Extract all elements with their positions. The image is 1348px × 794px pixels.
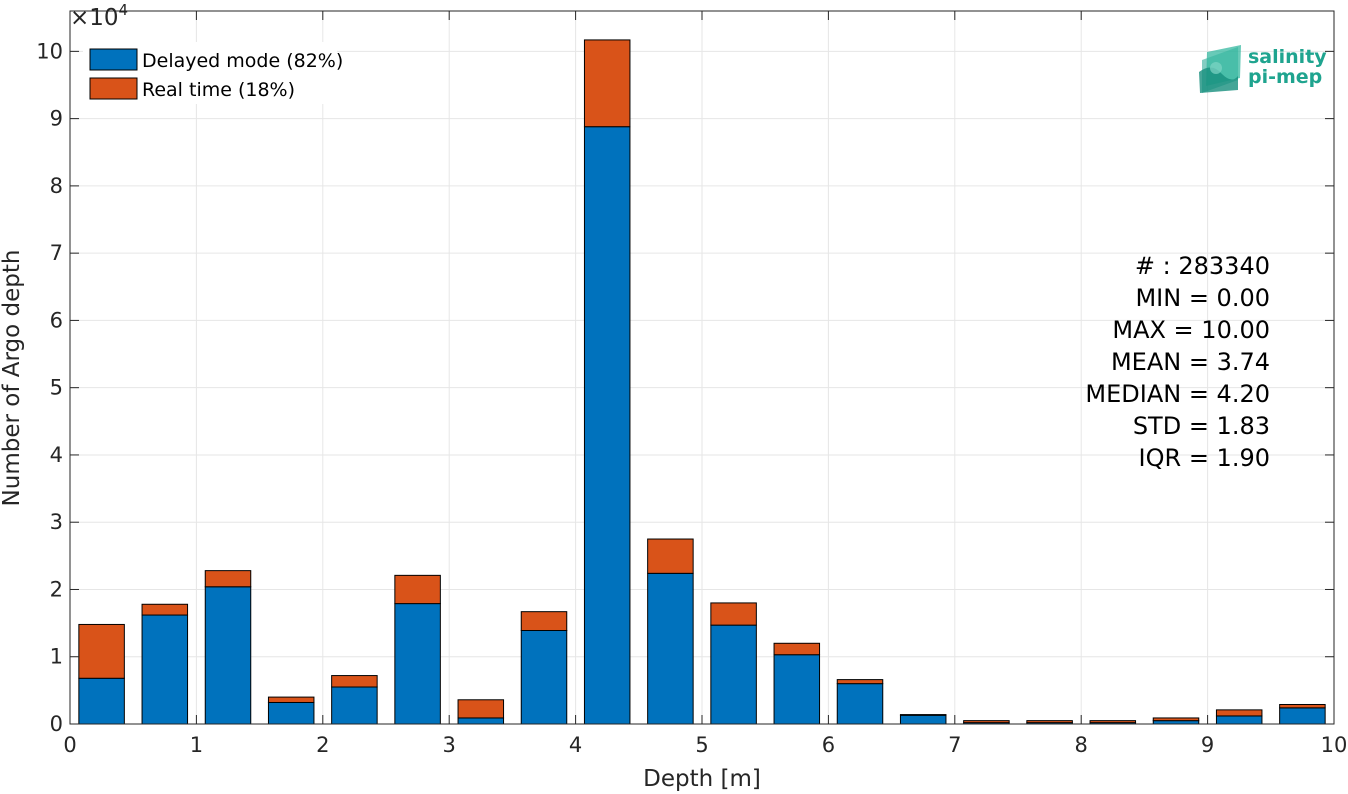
- bar-delayed-mode: [331, 686, 378, 725]
- x-axis-label: Depth [m]: [643, 766, 761, 792]
- bar-real-time: [836, 679, 884, 685]
- bar-delayed-mode: [583, 126, 631, 725]
- x-tick-label: 6: [822, 733, 835, 757]
- x-tick-label: 8: [1075, 733, 1088, 757]
- salinity-pimep-logo: salinity pi-mep: [1199, 45, 1327, 93]
- y-tick-label: 6: [50, 308, 63, 332]
- bar-real-time: [710, 602, 757, 626]
- bar-delayed-mode: [836, 683, 884, 725]
- y-tick-label: 10: [36, 39, 63, 63]
- bar-delayed-mode: [1215, 715, 1263, 725]
- x-tick-label: 9: [1201, 733, 1214, 757]
- bar-real-time: [647, 538, 694, 574]
- bar-real-time: [141, 603, 189, 616]
- bar-delayed-mode: [520, 630, 568, 725]
- x-tick-label: 7: [948, 733, 961, 757]
- bar-real-time: [78, 623, 125, 679]
- y-tick-label: 1: [50, 645, 63, 669]
- bar-real-time: [1026, 720, 1073, 724]
- bar-real-time: [899, 714, 947, 716]
- bar-real-time: [457, 699, 505, 719]
- y-exponent-base: ×10: [70, 5, 119, 31]
- y-axis-label: Number of Argo depth: [0, 250, 25, 507]
- bar-delayed-mode: [267, 701, 315, 725]
- grid: [70, 11, 1334, 724]
- bar-real-time: [963, 720, 1010, 724]
- y-tick-label: 4: [50, 443, 63, 467]
- stats-line: MAX = 10.00: [1112, 316, 1270, 344]
- bar-delayed-mode: [773, 654, 821, 725]
- legend-swatch-real-time: [89, 77, 138, 100]
- bar-real-time: [1279, 703, 1326, 709]
- x-tick-label: 1: [190, 733, 203, 757]
- bar-delayed-mode: [1152, 720, 1200, 725]
- bar-real-time: [1215, 709, 1263, 717]
- bar-delayed-mode: [710, 624, 757, 725]
- bar-real-time: [394, 574, 441, 605]
- bar-delayed-mode: [394, 603, 441, 725]
- bar-delayed-mode: [647, 572, 694, 725]
- stats-line: MEDIAN = 4.20: [1085, 380, 1270, 408]
- y-tick-label: 2: [50, 577, 63, 601]
- x-tick-label: 5: [695, 733, 708, 757]
- y-exponent-label: ×104: [70, 1, 128, 31]
- bar-delayed-mode: [141, 614, 189, 725]
- logo-line-pimep: pi-mep: [1248, 66, 1322, 88]
- stats-line: # : 283340: [1135, 252, 1270, 280]
- bars: [78, 39, 1326, 725]
- y-tick-label: 0: [50, 712, 63, 736]
- y-tick-label: 9: [50, 107, 63, 131]
- legend-label-delayed-mode: Delayed mode (82%): [142, 50, 343, 72]
- stats-line: STD = 1.83: [1133, 412, 1270, 440]
- y-tick-label: 5: [50, 376, 63, 400]
- salinity-pimep-logo-icon: [1199, 45, 1241, 93]
- y-tick-label: 8: [50, 174, 63, 198]
- bar-real-time: [583, 39, 631, 128]
- bar-real-time: [1152, 717, 1200, 722]
- legend-swatch-delayed-mode: [89, 48, 138, 71]
- bar-real-time: [331, 675, 378, 688]
- y-tick-label: 7: [50, 241, 63, 265]
- x-tick-label: 4: [569, 733, 582, 757]
- axis-ticks: 0 1 2 3 4 5 6 7 8 9 10 0 1 2 3 4 5 6 7 8 9 10: [36, 11, 1347, 757]
- bar-real-time: [1089, 720, 1137, 724]
- bar-delayed-mode: [457, 717, 505, 725]
- y-exponent-power: 4: [119, 1, 129, 19]
- legend: Delayed mode (82%) Real time (18%): [83, 42, 343, 104]
- bar-real-time: [520, 611, 568, 632]
- bar-delayed-mode: [78, 677, 125, 725]
- legend-label-real-time: Real time (18%): [142, 79, 295, 101]
- x-tick-label: 3: [443, 733, 456, 757]
- x-tick-label: 2: [316, 733, 329, 757]
- bar-real-time: [773, 642, 821, 656]
- x-tick-label: 0: [63, 733, 76, 757]
- stats-line: MIN = 0.00: [1135, 284, 1270, 312]
- bar-real-time: [204, 570, 252, 588]
- statistics-annotation: # : 283340 MIN = 0.00 MAX = 10.00 MEAN = 3.…: [1085, 252, 1270, 472]
- bar-delayed-mode: [204, 586, 252, 725]
- stats-line: IQR = 1.90: [1139, 444, 1270, 472]
- bar-delayed-mode: [899, 714, 947, 725]
- y-tick-label: 3: [50, 510, 63, 534]
- logo-line-salinity: salinity: [1248, 46, 1327, 68]
- bar-real-time: [267, 696, 315, 703]
- x-tick-label: 10: [1321, 733, 1348, 757]
- stats-line: MEAN = 3.74: [1111, 348, 1270, 376]
- bar-delayed-mode: [1279, 707, 1326, 725]
